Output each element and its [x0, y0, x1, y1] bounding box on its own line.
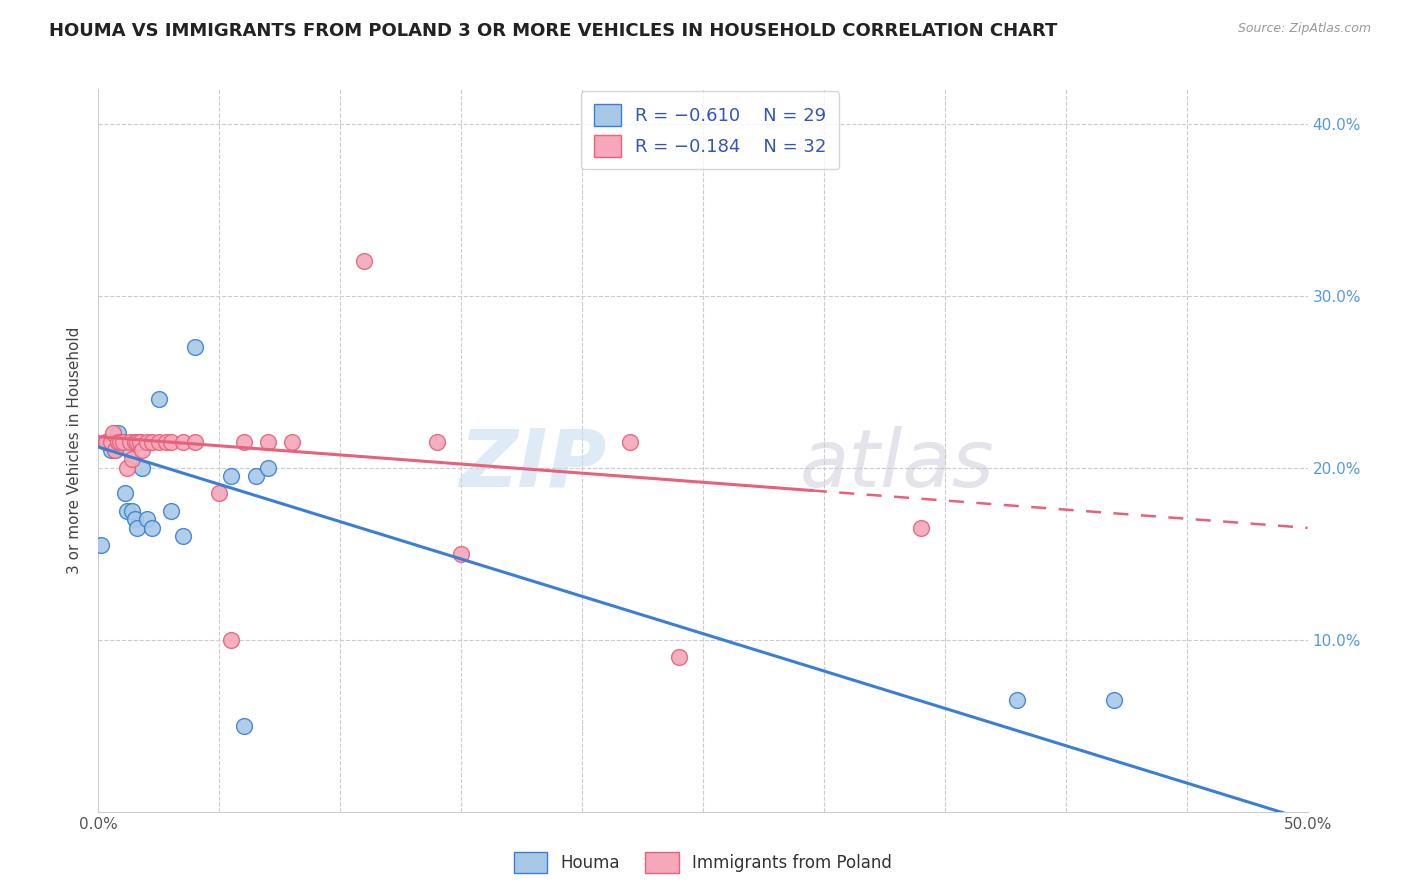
Point	[90, 538, 112, 552]
Point	[118, 434, 141, 449]
Point	[94, 434, 117, 449]
Point	[221, 632, 243, 647]
Point	[104, 443, 127, 458]
Point	[172, 529, 194, 543]
Point	[1007, 693, 1029, 707]
Point	[910, 521, 932, 535]
Point	[94, 434, 117, 449]
Point	[108, 434, 131, 449]
Point	[111, 434, 134, 449]
Text: ZIP: ZIP	[458, 425, 606, 504]
Text: atlas: atlas	[800, 425, 994, 504]
Point	[118, 443, 141, 458]
Point	[232, 719, 254, 733]
Point	[107, 426, 129, 441]
Point	[101, 426, 124, 441]
Point	[117, 503, 139, 517]
Point	[97, 434, 120, 449]
Point	[135, 512, 157, 526]
Y-axis label: 3 or more Vehicles in Household: 3 or more Vehicles in Household	[67, 326, 83, 574]
Legend: R = −0.610    N = 29, R = −0.184    N = 32: R = −0.610 N = 29, R = −0.184 N = 32	[581, 91, 839, 169]
Point	[148, 434, 170, 449]
Point	[128, 434, 150, 449]
Point	[124, 512, 146, 526]
Text: Source: ZipAtlas.com: Source: ZipAtlas.com	[1237, 22, 1371, 36]
Point	[131, 460, 153, 475]
Point	[245, 469, 267, 483]
Text: HOUMA VS IMMIGRANTS FROM POLAND 3 OR MORE VEHICLES IN HOUSEHOLD CORRELATION CHAR: HOUMA VS IMMIGRANTS FROM POLAND 3 OR MOR…	[49, 22, 1057, 40]
Point	[619, 434, 641, 449]
Point	[101, 434, 124, 449]
Point	[107, 434, 129, 449]
Legend: Houma, Immigrants from Poland: Houma, Immigrants from Poland	[508, 846, 898, 880]
Point	[131, 443, 153, 458]
Point	[184, 340, 207, 354]
Point	[100, 434, 122, 449]
Point	[668, 649, 690, 664]
Point	[121, 503, 143, 517]
Point	[135, 434, 157, 449]
Point	[256, 434, 278, 449]
Point	[232, 434, 254, 449]
Point	[127, 434, 149, 449]
Point	[426, 434, 449, 449]
Point	[221, 469, 243, 483]
Point	[184, 434, 207, 449]
Point	[114, 486, 136, 500]
Point	[172, 434, 194, 449]
Point	[100, 443, 122, 458]
Point	[1102, 693, 1125, 707]
Point	[353, 254, 375, 268]
Point	[208, 486, 231, 500]
Point	[121, 452, 143, 467]
Point	[141, 521, 163, 535]
Point	[160, 434, 183, 449]
Point	[148, 392, 170, 406]
Point	[117, 460, 139, 475]
Point	[124, 434, 146, 449]
Point	[104, 443, 127, 458]
Point	[128, 434, 150, 449]
Point	[155, 434, 177, 449]
Point	[450, 547, 472, 561]
Point	[160, 503, 183, 517]
Point	[281, 434, 304, 449]
Point	[256, 460, 278, 475]
Point	[108, 434, 131, 449]
Point	[127, 521, 149, 535]
Point	[141, 434, 163, 449]
Point	[111, 434, 134, 449]
